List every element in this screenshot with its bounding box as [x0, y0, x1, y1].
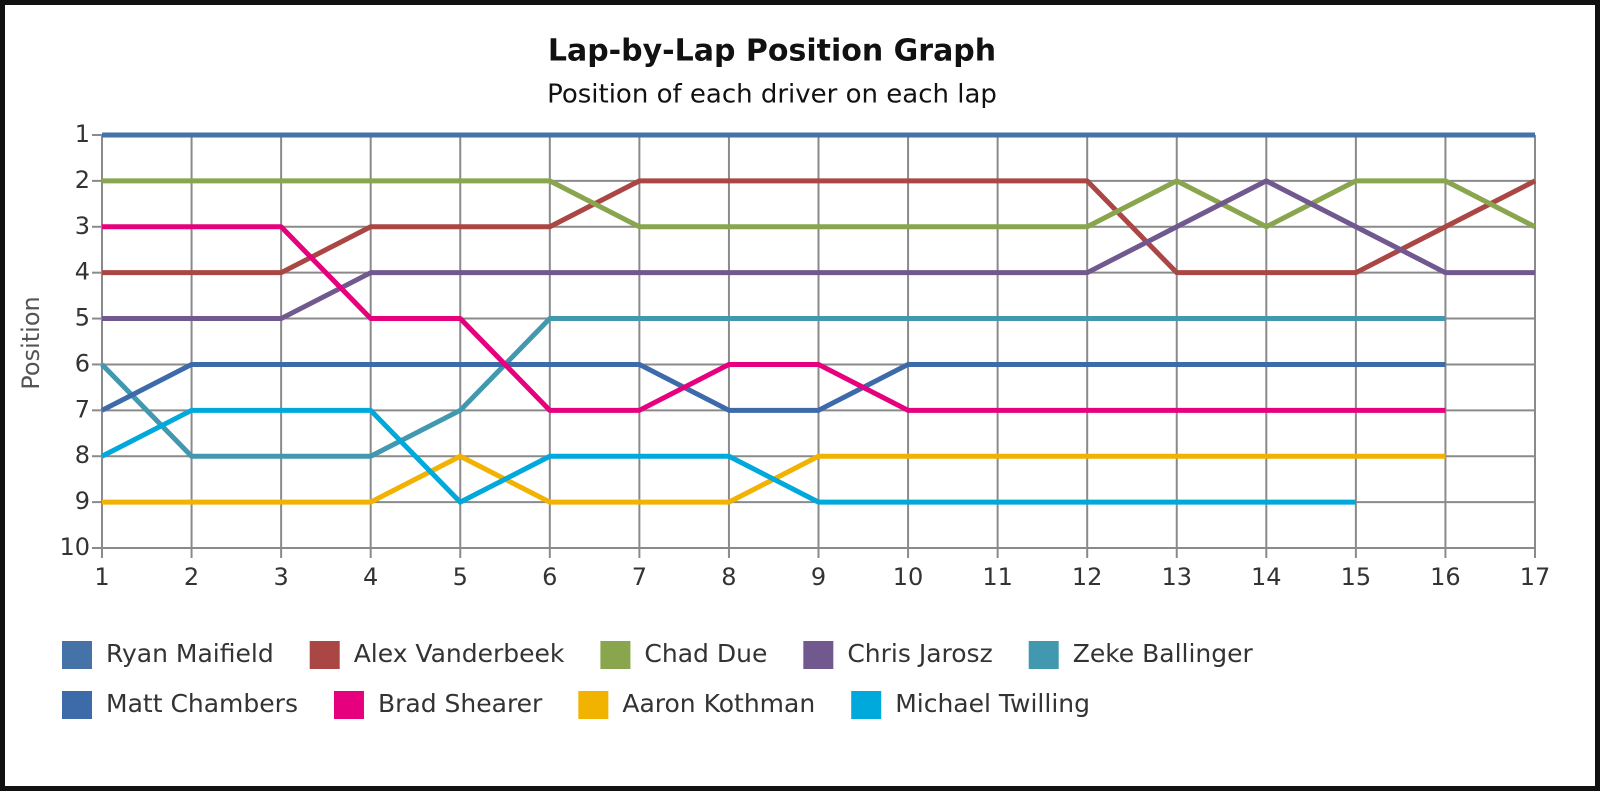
series-line: [100, 316, 1446, 459]
legend-swatch: [62, 691, 92, 719]
legend-swatch: [309, 641, 340, 669]
series-line: [102, 224, 1446, 413]
y-tick-label: 1: [75, 120, 90, 148]
x-tick-label: 10: [893, 563, 924, 591]
x-tick-label: 17: [1520, 563, 1551, 591]
legend-label: Chad Due: [644, 639, 767, 668]
x-tick-label: 1: [94, 563, 109, 591]
legend-label: Ryan Maifield: [106, 639, 274, 668]
y-tick-label: 8: [75, 441, 90, 469]
legend-label: Chris Jarosz: [847, 639, 992, 668]
legend-label: Michael Twilling: [895, 689, 1090, 718]
x-tick-label: 2: [184, 563, 199, 591]
legend-swatch: [62, 641, 92, 669]
series-line: [102, 178, 1537, 230]
y-tick-label: 7: [75, 395, 90, 423]
x-tick-label: 6: [542, 563, 557, 591]
legend-swatch: [803, 641, 834, 669]
x-tick-label: 8: [721, 563, 736, 591]
x-tick-label: 15: [1341, 563, 1372, 591]
y-tick-label: 5: [75, 304, 90, 332]
legend-label: Alex Vanderbeek: [354, 639, 565, 668]
legend-swatch: [1028, 641, 1059, 669]
x-tick-label: 4: [363, 563, 378, 591]
series-line: [100, 407, 1356, 505]
x-tick-label: 7: [632, 563, 647, 591]
y-axis-label: Position: [17, 296, 45, 389]
x-tick-label: 9: [811, 563, 826, 591]
chart-title: Lap-by-Lap Position Graph: [548, 34, 996, 69]
x-tick-label: 13: [1161, 563, 1192, 591]
legend-swatch: [851, 691, 882, 719]
series-line: [100, 361, 1446, 413]
legend-label: Matt Chambers: [106, 689, 298, 718]
x-tick-label: 16: [1430, 563, 1461, 591]
y-tick-label: 4: [75, 258, 90, 286]
x-tick-label: 12: [1072, 563, 1103, 591]
legend-swatch: [333, 691, 364, 719]
x-tick-label: 11: [982, 563, 1013, 591]
y-tick-label: 9: [75, 487, 90, 515]
legend-swatch: [578, 691, 609, 719]
series-line: [102, 178, 1537, 276]
y-tick-label: 6: [75, 349, 90, 377]
x-tick-label: 3: [273, 563, 288, 591]
legend-label: Brad Shearer: [378, 689, 543, 718]
chart-subtitle: Position of each driver on each lap: [547, 80, 997, 110]
legend-label: Aaron Kothman: [622, 689, 815, 718]
x-tick-label: 14: [1251, 563, 1282, 591]
legend-swatch: [600, 641, 631, 669]
y-tick-label: 10: [59, 533, 90, 561]
y-tick-label: 2: [75, 166, 90, 194]
legend-label: Zeke Ballinger: [1073, 639, 1254, 668]
x-tick-label: 5: [453, 563, 468, 591]
y-tick-label: 3: [75, 212, 90, 240]
